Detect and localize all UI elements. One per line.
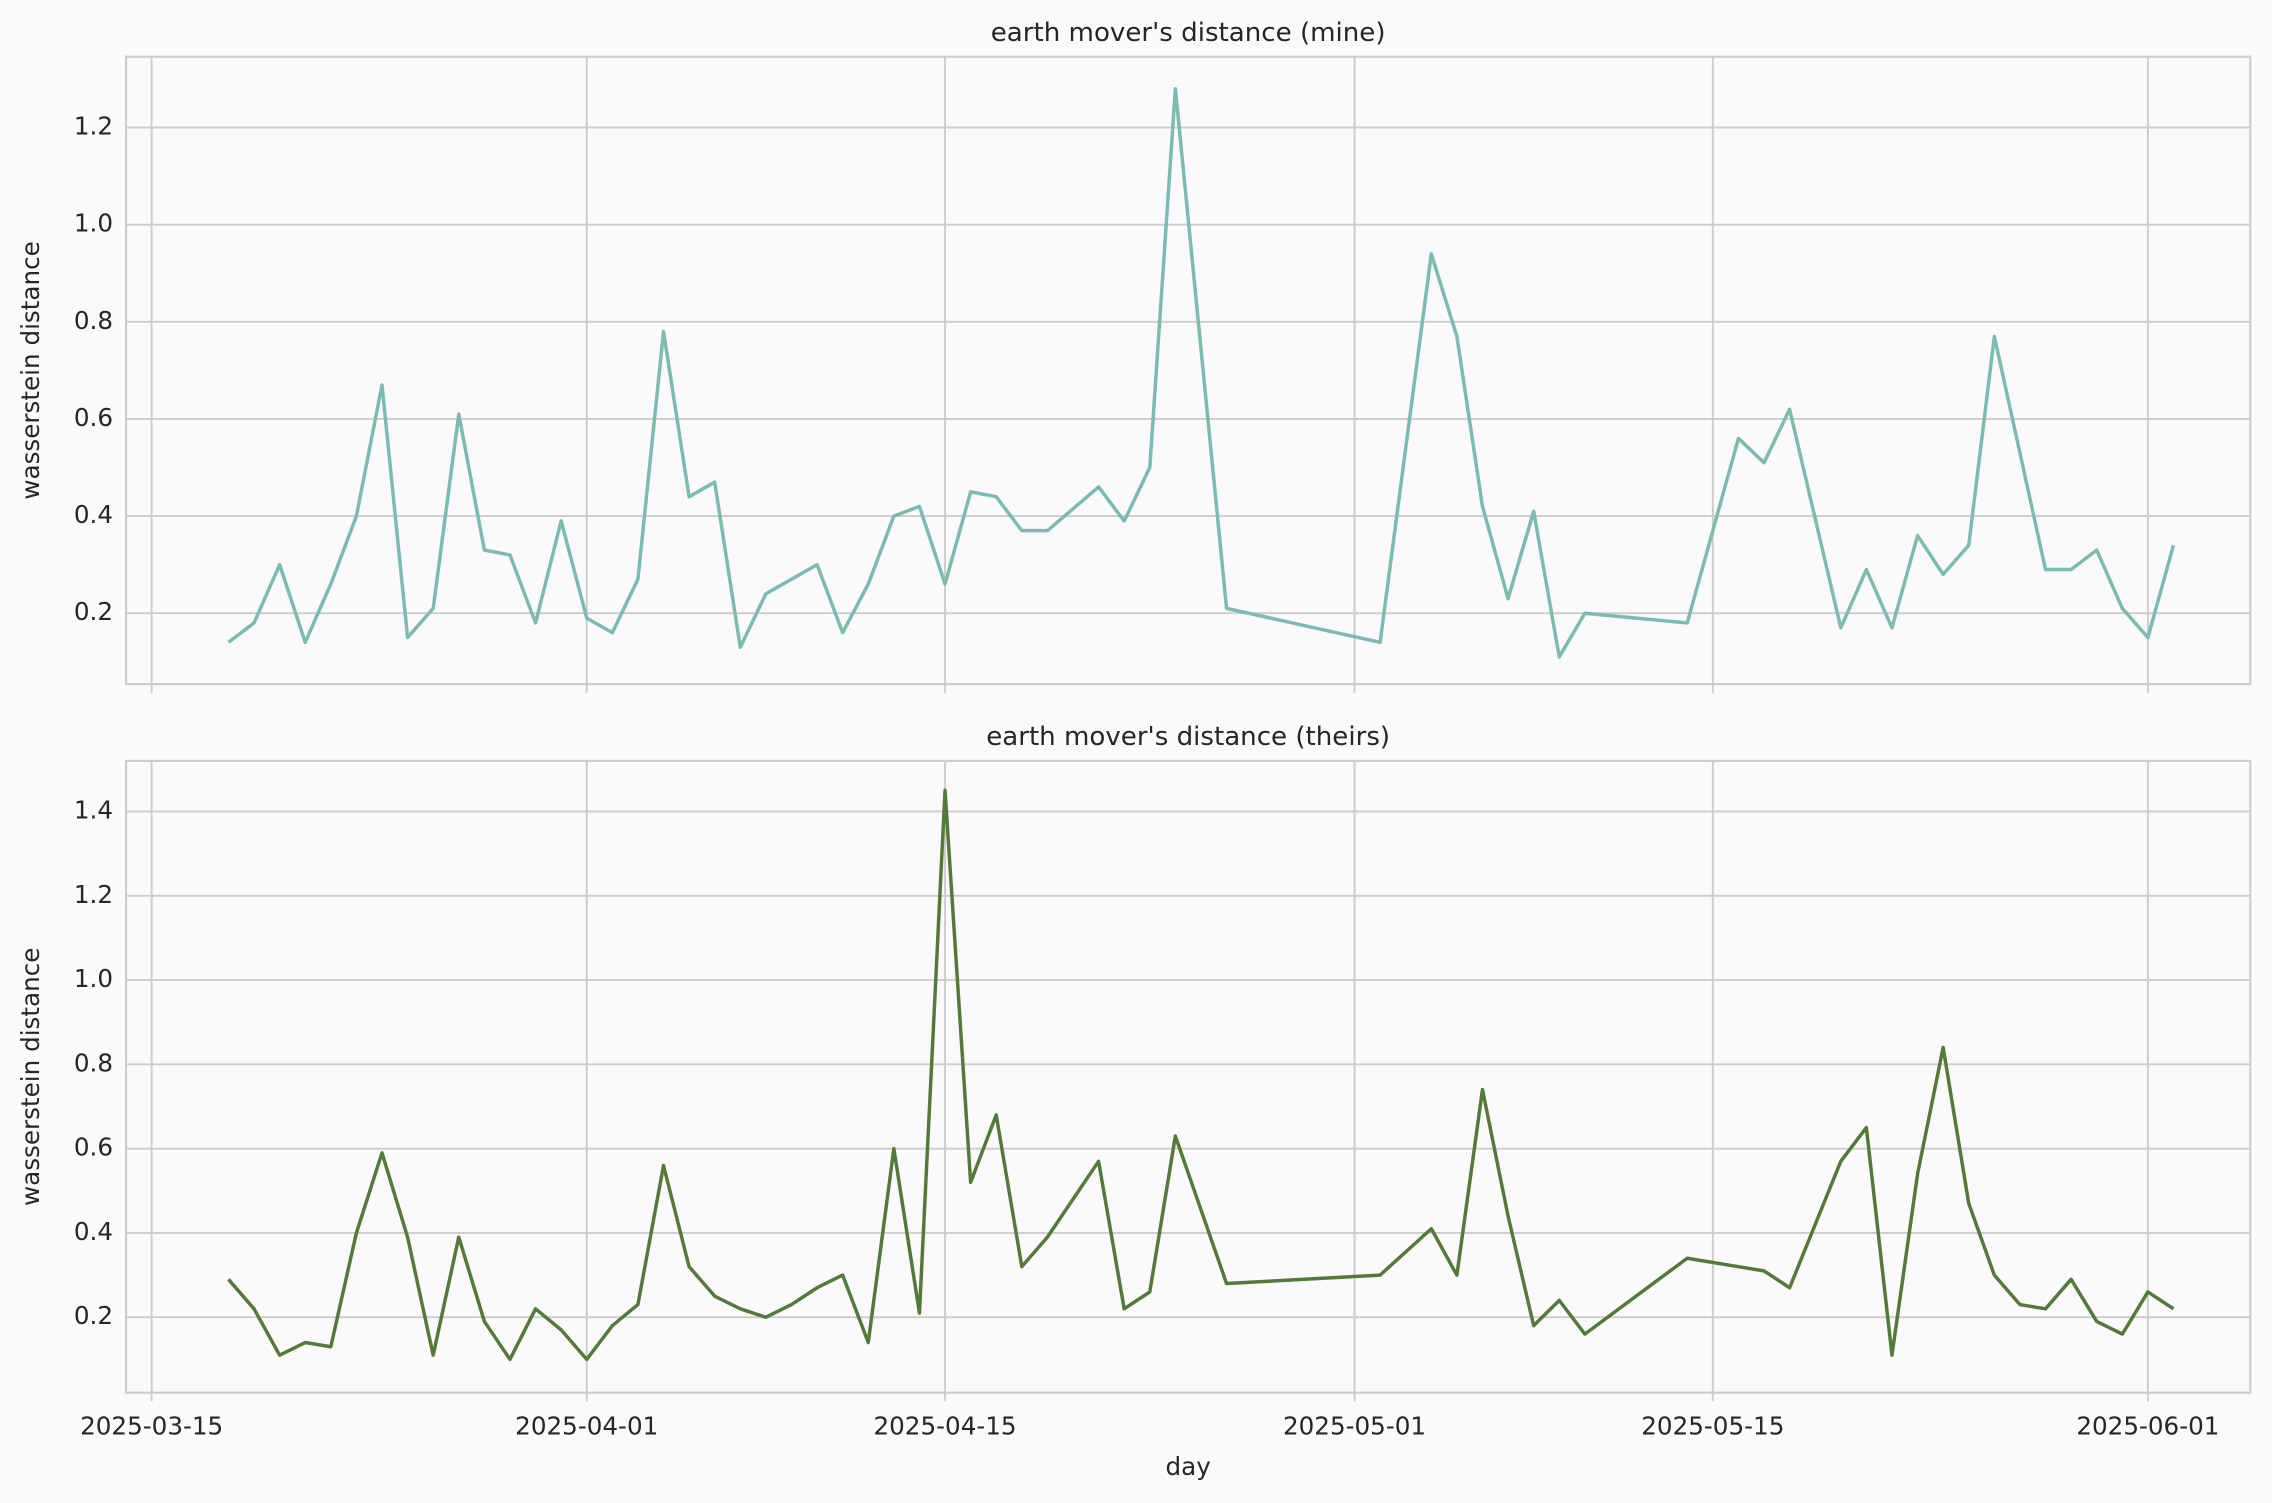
x-tick-label: 2025-05-15: [1641, 1411, 1784, 1440]
plot-frame: [124, 55, 2252, 686]
y-tick-label: 0.6: [74, 1133, 113, 1162]
y-tick-label: 0.4: [74, 1217, 113, 1246]
y-tick-label: 0.4: [74, 500, 113, 529]
x-tick-label: 2025-06-01: [2076, 1411, 2219, 1440]
y-tick-label: 1.2: [74, 880, 113, 909]
y-tick-label: 0.8: [74, 1048, 113, 1077]
plot-frame: [124, 759, 2252, 1394]
chart-title: earth mover's distance (theirs): [986, 722, 1390, 752]
y-tick-label: 1.0: [74, 209, 113, 238]
x-tick-label: 2025-04-01: [515, 1411, 658, 1440]
x-axis-label: day: [1166, 1452, 1211, 1481]
y-tick-label: 0.2: [74, 1301, 113, 1330]
y-tick-label: 1.2: [74, 112, 113, 141]
y-tick-label: 0.2: [74, 597, 113, 626]
y-axis-label: wasserstein distance: [16, 948, 45, 1206]
x-tick-label: 2025-04-15: [873, 1411, 1016, 1440]
y-tick-label: 1.0: [74, 964, 113, 993]
y-axis-label: wasserstein distance: [16, 241, 45, 499]
y-tick-label: 0.6: [74, 403, 113, 432]
y-tick-label: 1.4: [74, 795, 113, 824]
y-tick-label: 0.8: [74, 306, 113, 335]
x-tick-label: 2025-05-01: [1283, 1411, 1426, 1440]
data-line: [227, 788, 2175, 1362]
x-tick-label: 2025-03-15: [80, 1411, 223, 1440]
data-line: [227, 87, 2176, 659]
chart-title: earth mover's distance (mine): [991, 18, 1386, 48]
